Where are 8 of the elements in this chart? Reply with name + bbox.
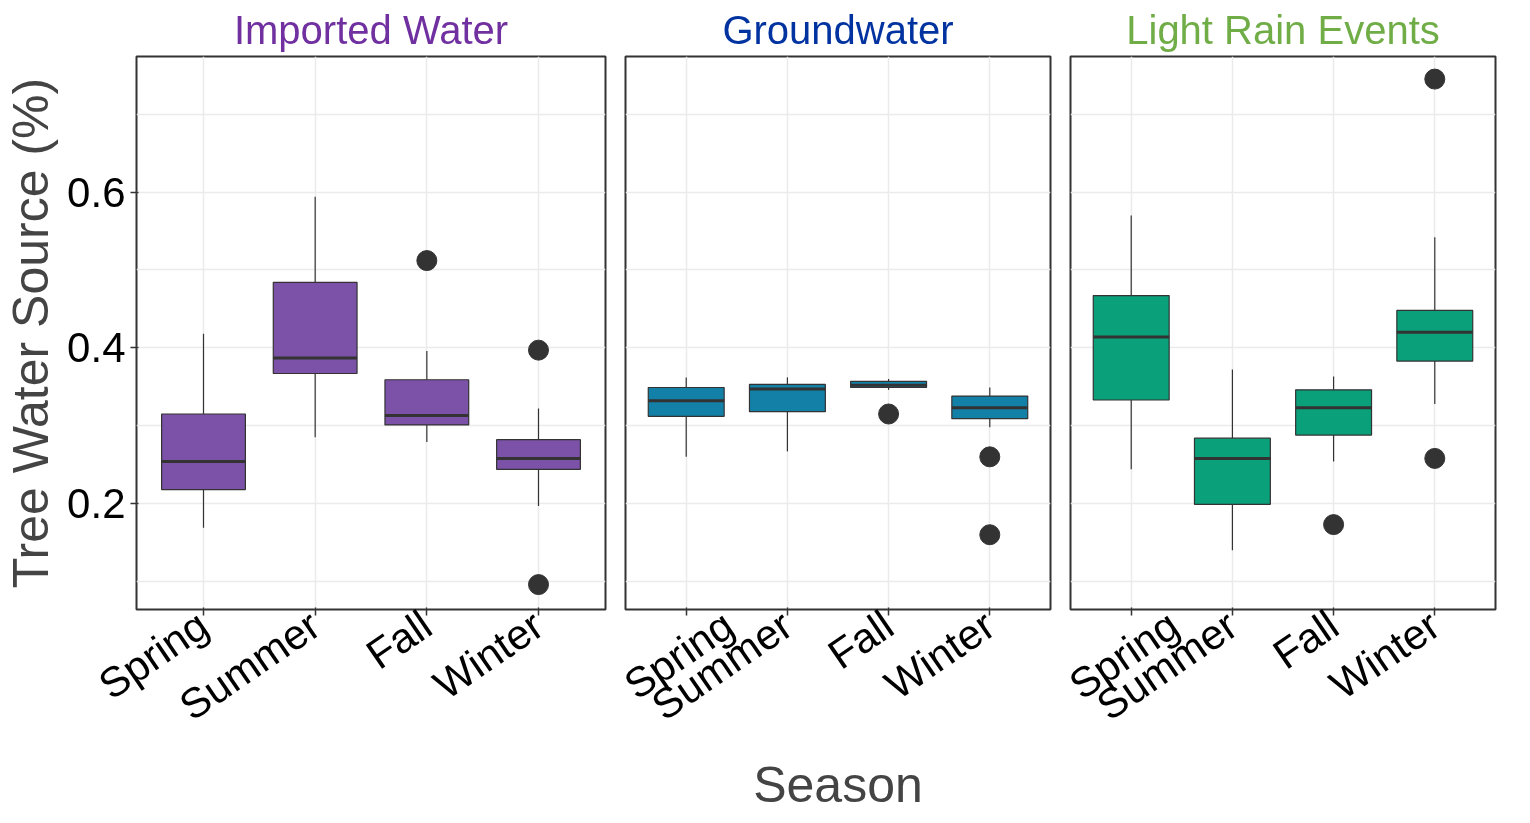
x-axis-title: Season xyxy=(753,756,923,813)
y-axis-title: Tree Water Source (%) xyxy=(3,77,60,589)
chart-title: Light Rain Events xyxy=(1126,7,1440,52)
y-tick-label: 0.4 xyxy=(67,324,126,372)
y-tick-label: 0.2 xyxy=(67,480,126,528)
y-tick-label: 0.6 xyxy=(67,168,126,216)
chart-title: Imported Water xyxy=(233,7,509,52)
chart-title: Groundwater xyxy=(722,7,954,52)
